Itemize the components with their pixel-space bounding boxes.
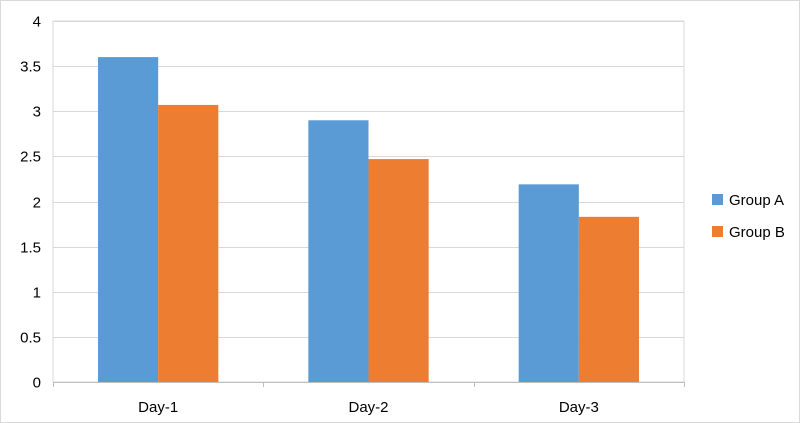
y-tick-label: 0 (33, 375, 41, 392)
bar-group-a-day-3 (518, 184, 579, 382)
y-tick-label: 4 (33, 14, 41, 31)
y-tick-label: 2.5 (20, 149, 41, 166)
y-tick-label: 0.5 (20, 330, 41, 347)
x-tick-label: Day-2 (348, 399, 388, 416)
y-tick-label: 3 (33, 104, 41, 121)
bar-group-b-day-1 (158, 104, 219, 383)
legend-swatch-group-b (712, 226, 723, 237)
y-tick-label: 1 (33, 285, 41, 302)
legend-swatch-group-a (712, 194, 723, 205)
bar-group-b-day-2 (368, 159, 429, 382)
legend-label: Group A (729, 192, 784, 209)
legend-label: Group B (729, 224, 785, 241)
bar-group-b-day-3 (578, 216, 639, 382)
x-tick-label: Day-3 (559, 399, 599, 416)
x-tick-label: Day-1 (138, 399, 178, 416)
y-tick-label: 1.5 (20, 240, 41, 257)
y-tick-label: 2 (33, 195, 41, 212)
bar-group-a-day-2 (308, 120, 369, 383)
y-tick-label: 3.5 (20, 59, 41, 76)
bar-group-a-day-1 (98, 57, 159, 382)
